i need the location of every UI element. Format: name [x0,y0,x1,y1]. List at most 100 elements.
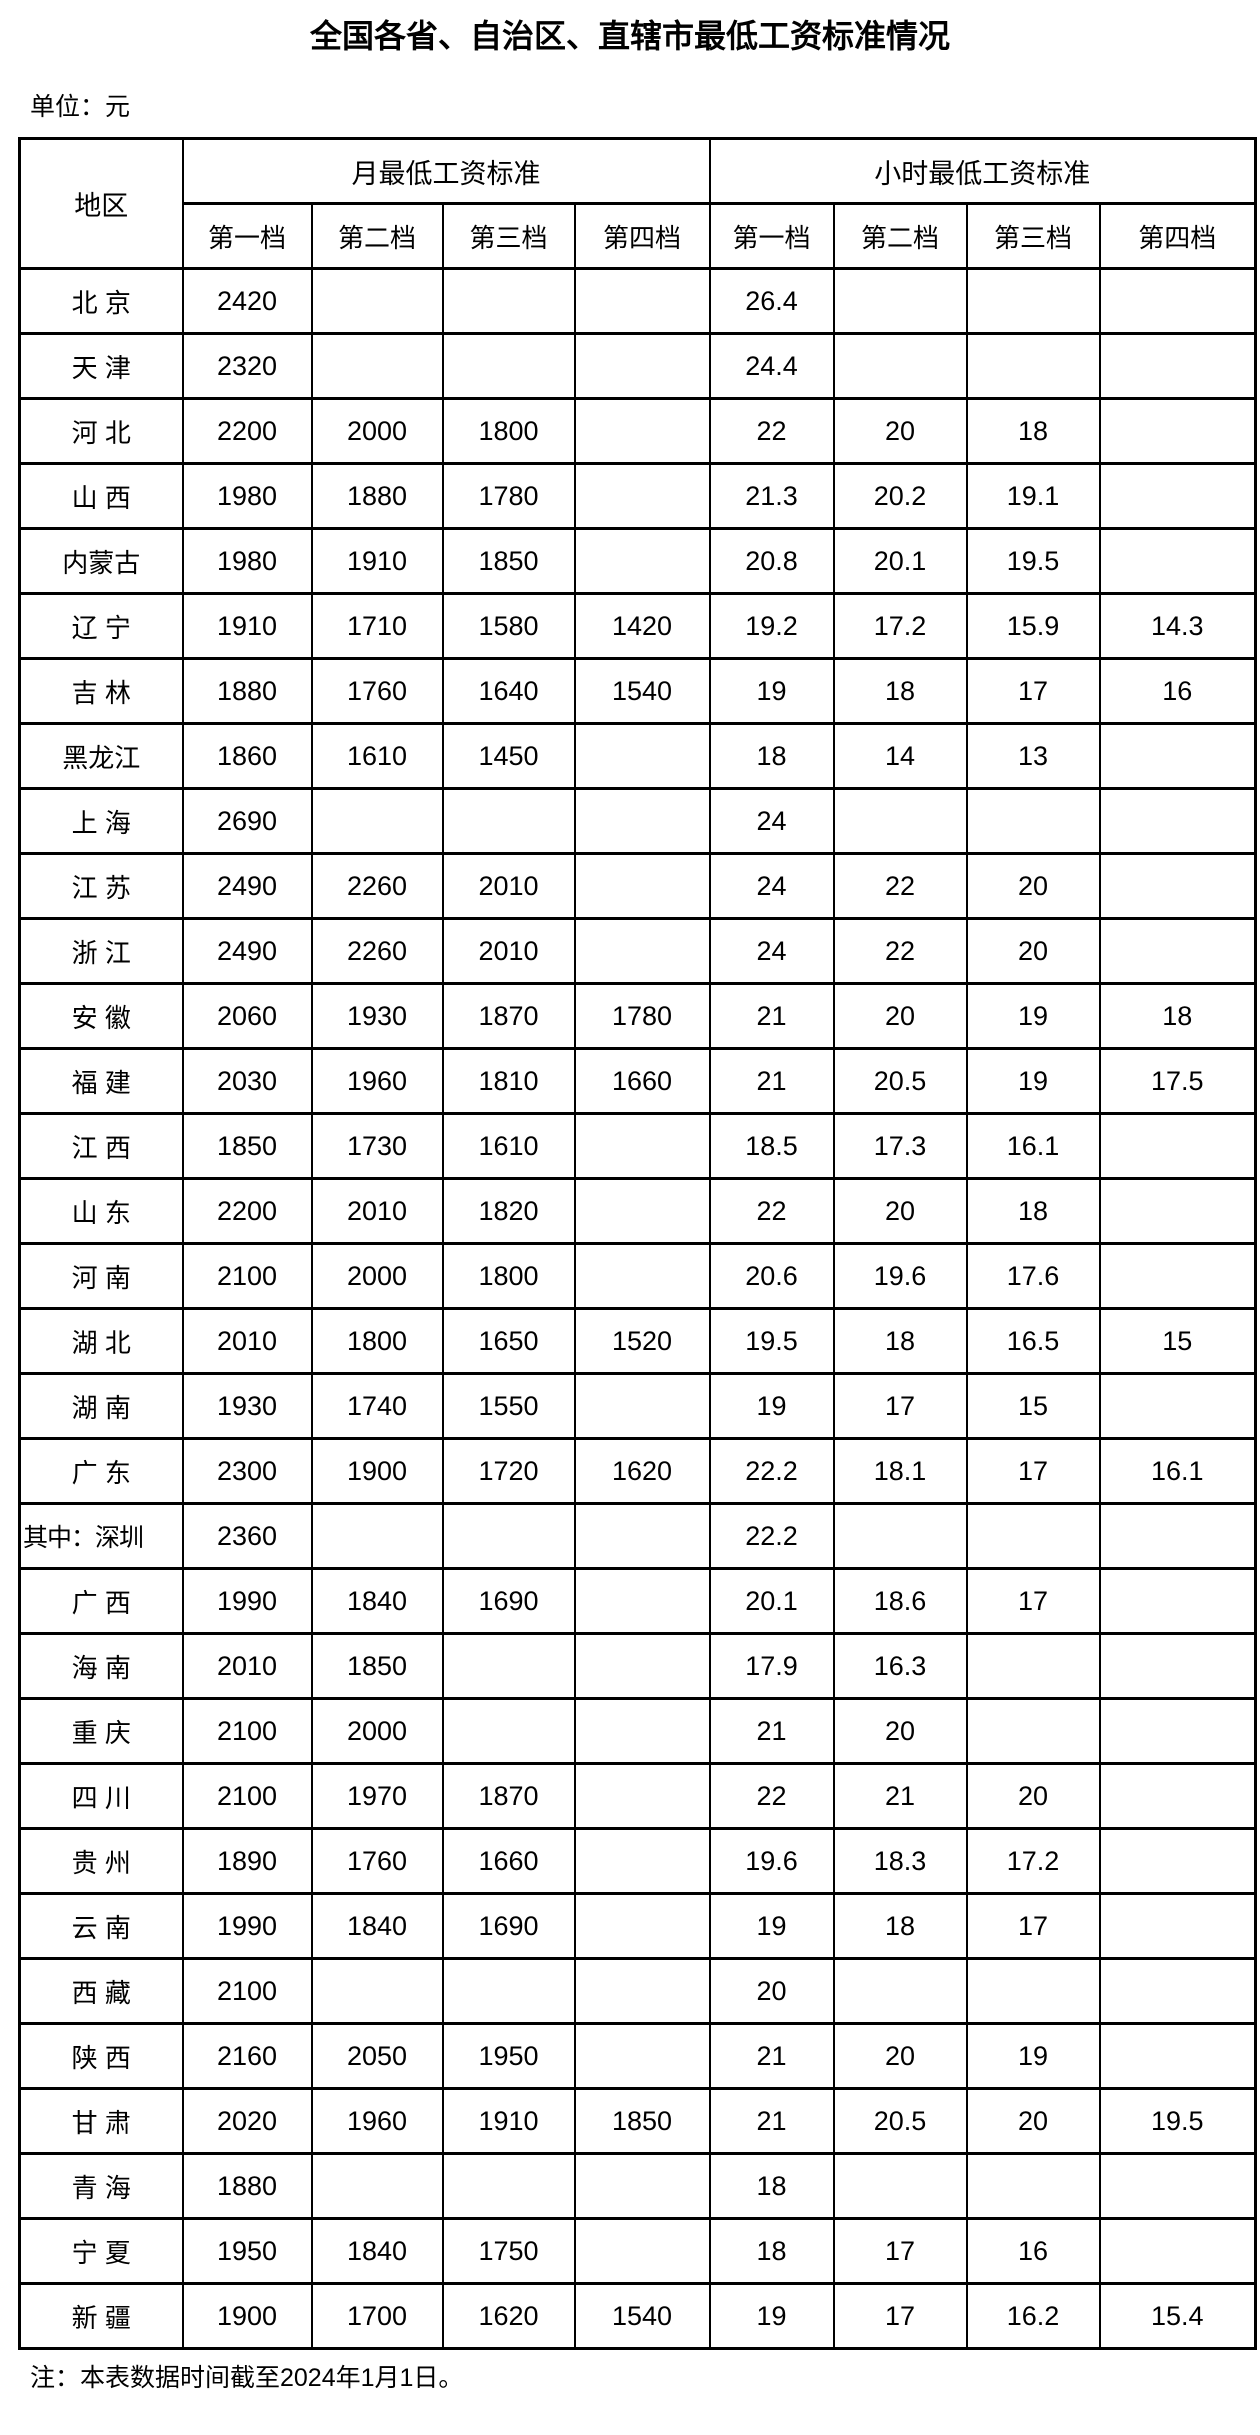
wage-cell: 21 [832,1762,968,1830]
unit-label: 单位：元 [30,93,131,121]
region-cell: 上 海 [18,787,184,855]
wage-cell: 1900 [181,2282,313,2350]
table-row: 山 东 2200 2010 1820 22 20 18 [18,1177,1257,1245]
wage-cell: 2200 [181,1177,313,1245]
wage-cell [441,1502,576,1570]
wage-cell: 18 [965,1177,1101,1245]
wage-cell [573,787,711,855]
region-cell: 西 藏 [18,1957,184,2025]
wage-cell [573,527,711,595]
wage-cell: 18.6 [832,1567,968,1635]
wage-cell: 1610 [310,722,444,790]
wage-cell: 22.2 [708,1437,835,1505]
wage-cell: 1730 [310,1112,444,1180]
wage-cell: 1810 [441,1047,576,1115]
wage-cell: 24 [708,787,835,855]
wage-cell [310,2152,444,2220]
wage-cell [965,267,1101,335]
group-header-row: 地区 月最低工资标准 小时最低工资标准 [18,137,1257,270]
wage-cell: 18 [708,722,835,790]
header-hourly-tier-3: 第三档 [965,202,1101,270]
wage-cell [573,722,711,790]
region-cell: 浙 江 [18,917,184,985]
wage-cell: 18 [708,2217,835,2285]
wage-cell: 22 [708,1177,835,1245]
wage-cell: 2050 [310,2022,444,2090]
wage-cell [1098,852,1257,920]
wage-cell: 15 [965,1372,1101,1440]
table-body: 北 京 2420 26.4 天 津 2320 24.4 河 北 2200 2000 1800 22 2… [18,267,1257,2350]
wage-cell: 2200 [181,397,313,465]
wage-cell [1098,527,1257,595]
wage-cell [832,787,968,855]
wage-cell [573,267,711,335]
wage-cell [965,787,1101,855]
wage-cell [832,332,968,400]
region-cell: 山 东 [18,1177,184,1245]
wage-cell: 1880 [181,657,313,725]
wage-cell: 18.3 [832,1827,968,1895]
region-cell: 黑龙江 [18,722,184,790]
wage-cell [1098,1697,1257,1765]
wage-cell [310,1957,444,2025]
wage-cell [310,267,444,335]
wage-cell [1098,267,1257,335]
wage-cell: 1910 [441,2087,576,2155]
table-row: 广 东 2300 1900 1720 1620 22.2 18.1 17 16.1 [18,1437,1257,1505]
wage-cell [1098,462,1257,530]
wage-cell: 20 [832,982,968,1050]
wage-cell: 1740 [310,1372,444,1440]
wage-cell: 19.2 [708,592,835,660]
wage-cell: 1900 [310,1437,444,1505]
wage-cell: 19.6 [832,1242,968,1310]
wage-cell [1098,1177,1257,1245]
wage-cell: 1890 [181,1827,313,1895]
wage-cell: 2000 [310,1697,444,1765]
tier-header-row: 第一档 第二档 第三档 第四档 第一档 第二档 第三档 第四档 [20,202,1257,270]
wage-cell [1098,2022,1257,2090]
wage-cell [832,1502,968,1570]
header-region: 地区 [18,137,184,270]
wage-cell [573,2217,711,2285]
wage-cell: 1860 [181,722,313,790]
wage-cell [573,397,711,465]
wage-cell: 21 [708,2022,835,2090]
table-row: 湖 北 2010 1800 1650 1520 19.5 18 16.5 15 [18,1307,1257,1375]
wage-cell [310,332,444,400]
wage-cell [441,1632,576,1700]
wage-cell: 2010 [441,852,576,920]
wage-cell [1098,1827,1257,1895]
table-row: 陕 西 2160 2050 1950 21 20 19 [18,2022,1257,2090]
wage-cell: 2000 [310,1242,444,1310]
table-row: 甘 肃 2020 1960 1910 1850 21 20.5 20 19.5 [18,2087,1257,2155]
wage-cell [1098,722,1257,790]
wage-cell: 1550 [441,1372,576,1440]
wage-cell: 1850 [310,1632,444,1700]
wage-cell: 17.9 [708,1632,835,1700]
table-row: 广 西 1990 1840 1690 20.1 18.6 17 [18,1567,1257,1635]
wage-cell [573,1112,711,1180]
wage-cell [573,1762,711,1830]
wage-cell: 1620 [441,2282,576,2350]
wage-cell: 19.1 [965,462,1101,530]
wage-cell [441,787,576,855]
wage-cell: 1660 [441,1827,576,1895]
region-cell: 贵 州 [18,1827,184,1895]
region-cell: 湖 南 [18,1372,184,1440]
wage-cell [441,1697,576,1765]
wage-cell: 2260 [310,917,444,985]
wage-cell: 20.2 [832,462,968,530]
wage-cell [441,332,576,400]
wage-cell: 2030 [181,1047,313,1115]
wage-cell: 2360 [181,1502,313,1570]
document-page: 全国各省、自治区、直辖市最低工资标准情况 单位：元 地区 月最低工资标准 小时最… [0,14,1260,2392]
wage-cell: 2010 [441,917,576,985]
table-row: 海 南 2010 1850 17.9 16.3 [18,1632,1257,1700]
wage-cell [573,1502,711,1570]
header-hourly-group: 小时最低工资标准 [708,137,1257,205]
table-row: 湖 南 1930 1740 1550 19 17 15 [18,1372,1257,1440]
wage-cell: 16 [965,2217,1101,2285]
wage-cell: 26.4 [708,267,835,335]
wage-cell: 1690 [441,1892,576,1960]
wage-cell: 18 [832,1892,968,1960]
